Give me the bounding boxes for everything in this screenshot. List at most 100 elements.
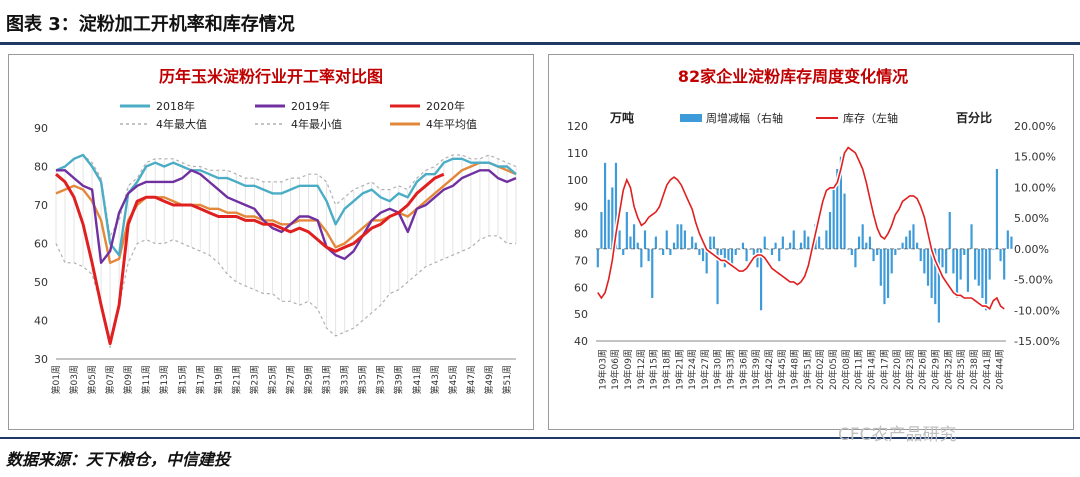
change-bar [992,248,995,250]
x-tick-label: 第31周 [321,365,333,394]
change-bar [701,248,705,262]
y2-tick-label: 15.00% [1014,151,1056,164]
x-tick-label: 第51周 [501,365,513,394]
x-tick-label: 第19周 [212,365,224,394]
change-bar [792,230,795,249]
chart-title: 历年玉米淀粉行业开工率对比图 [159,67,383,86]
change-bar [603,162,607,249]
x-tick-label: 20年32周 [942,349,954,390]
change-bar [999,248,1002,262]
x-tick-label: 19年48周 [789,349,801,390]
x-tick-label: 第03周 [68,365,80,394]
change-bar [803,230,806,249]
change-bar [839,156,842,249]
x-tick-label: 19年36周 [737,349,749,390]
change-bar [694,242,697,249]
x-tick-label: 第07周 [104,365,116,394]
x-tick-label: 第29周 [303,365,315,394]
legend-label: 2018年 [156,99,195,113]
change-bar [640,248,643,268]
change-bar [905,236,908,249]
legend-label: 4年最小值 [291,117,342,131]
change-bar [861,224,864,249]
change-bar [712,236,716,249]
x-tick-label: 第21周 [230,365,242,394]
change-bar [662,248,665,255]
y-tick-label: 30 [34,353,48,366]
x-tick-label: 第11周 [140,365,152,394]
change-bar [868,236,872,249]
change-bar [908,230,911,249]
y-tick-label: 80 [574,228,588,241]
legend-label: 4年最大值 [156,117,207,131]
x-tick-label: 19年18周 [660,349,672,390]
change-bar [676,224,679,249]
x-tick-label: 19年06周 [609,349,621,390]
x-tick-label: 19年42周 [763,349,775,390]
chart-frame [548,54,1074,430]
series-line [55,172,445,346]
change-bar [865,242,868,249]
x-tick-label: 第13周 [158,365,170,394]
x-tick-label: 19年33周 [725,349,737,390]
change-bar [683,230,686,249]
y2-tick-label: 0.00% [1014,243,1049,256]
x-tick-label: 第41周 [411,365,423,394]
change-bar [614,162,618,249]
x-tick-label: 第45周 [447,365,459,394]
y-tick-label: 50 [574,308,588,321]
y2-tick-label: 5.00% [1014,212,1049,225]
change-bar [622,248,625,255]
change-bar [916,242,919,249]
legend-label: 周增减幅（右轴 [706,111,783,125]
change-bar [995,169,999,249]
change-bar [843,193,846,249]
change-bar [596,248,599,268]
change-bar [807,236,810,249]
change-bar [926,248,930,286]
change-bar [890,248,893,274]
change-bar [760,248,763,311]
change-bar [799,242,803,249]
x-tick-label: 第25周 [266,365,278,394]
x-tick-label: 第23周 [248,365,260,394]
change-bar [981,248,984,298]
change-bar [774,242,777,249]
change-bar [669,248,672,255]
series-line [55,153,517,257]
change-bar [730,248,734,268]
change-bar [789,242,792,249]
x-tick-label: 20年20周 [891,349,903,390]
x-tick-label: 19年39周 [750,349,762,390]
legend-swatch [680,114,702,122]
x-tick-label: 20年17周 [878,349,890,390]
change-bar [767,248,770,250]
change-bar [959,248,962,280]
y-tick-label: 90 [34,122,48,135]
top-rule [0,42,1080,45]
y-tick-label: 60 [574,281,588,294]
y2-tick-label: 10.00% [1014,181,1056,194]
change-bar [618,230,621,249]
x-tick-label: 第27周 [285,365,297,394]
change-bar [633,224,636,249]
y-tick-label: 120 [567,120,588,133]
change-bar [828,212,832,249]
legend-label: 4年平均值 [426,117,477,131]
change-bar [879,248,882,286]
change-bar [923,248,926,274]
x-tick-label: 20年38周 [968,349,980,390]
change-bar [625,212,628,249]
change-bar [665,230,668,249]
watermark-text: CFC农产品研究 [838,425,957,445]
inventory-chart: 82家企业淀粉库存周度变化情况 万吨 百分比 周增减幅（右轴 库存（左轴 40 50 60 70… [548,54,1074,430]
x-tick-label: 第05周 [86,365,98,394]
change-bar [850,248,853,255]
x-tick-label: 19年15周 [648,349,660,390]
change-bar [930,248,933,298]
change-bar [709,236,712,249]
change-bar [636,242,639,249]
change-bar [883,248,886,305]
y-tick-label: 80 [34,161,48,174]
change-bar [894,248,897,255]
